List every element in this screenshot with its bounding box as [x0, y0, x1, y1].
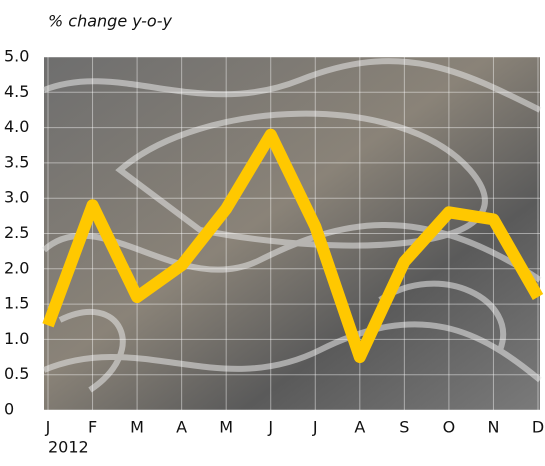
x-tick-label: J [312, 418, 318, 437]
y-tick-label: 1.0 [4, 329, 29, 348]
x-tick-label: A [176, 418, 187, 437]
x-tick-label: M [219, 418, 233, 437]
x-tick-label: O [443, 418, 456, 437]
y-tick-label: 3.5 [4, 152, 29, 171]
y-tick-label: 1.5 [4, 294, 29, 313]
y-tick-label: 4.5 [4, 82, 29, 101]
x-tick-label: A [354, 418, 365, 437]
y-tick-label: 2.0 [4, 258, 29, 277]
y-tick-label: 0 [4, 400, 14, 419]
y-tick-label: 3.0 [4, 188, 29, 207]
y-tick-label: 2.5 [4, 223, 29, 242]
x-tick-label: S [399, 418, 409, 437]
x-tick-label: F [88, 418, 97, 437]
x-tick-label: M [130, 418, 144, 437]
chart-title: % change y-o-y [48, 12, 172, 31]
y-tick-label: 0.5 [4, 364, 29, 383]
y-tick-label: 4.0 [4, 117, 29, 136]
x-tick-label: N [487, 418, 499, 437]
x-tick-label: J [267, 418, 273, 437]
x-tick-label: J [45, 418, 51, 437]
year-label: 2012 [48, 438, 89, 457]
data-line [42, 128, 544, 364]
y-tick-label: 5.0 [4, 47, 29, 66]
x-tick-label: D [532, 418, 544, 437]
